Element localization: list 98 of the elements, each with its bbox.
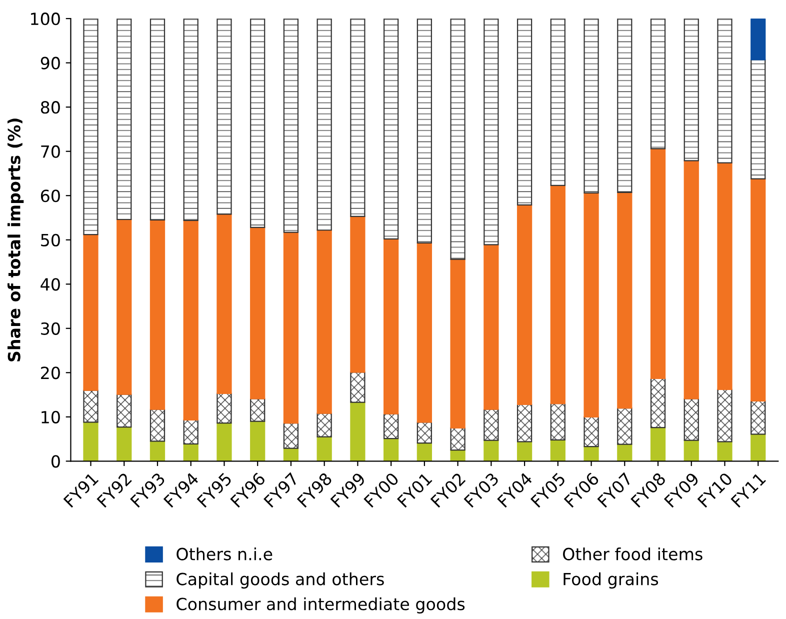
bar xyxy=(83,422,98,462)
legend-label: Food grains xyxy=(564,572,658,589)
bar xyxy=(384,438,399,462)
bar xyxy=(650,18,666,150)
bar xyxy=(516,204,532,406)
bar xyxy=(83,234,98,391)
bar xyxy=(116,218,132,395)
bar xyxy=(183,220,198,421)
y-axis-title: Share of total imports (%) xyxy=(8,118,24,362)
y-tick-label: 50 xyxy=(41,234,60,246)
legend-label: Capital goods and others xyxy=(176,572,384,589)
bar xyxy=(584,192,599,418)
bar xyxy=(416,242,432,423)
bar xyxy=(450,427,466,451)
bar xyxy=(516,18,532,206)
bar xyxy=(183,18,198,221)
bar xyxy=(83,18,98,236)
bar xyxy=(316,412,332,438)
bar xyxy=(250,226,266,400)
bar xyxy=(750,400,766,435)
bar xyxy=(150,408,166,442)
y-tick-label: 10 xyxy=(42,410,60,424)
bar xyxy=(116,394,132,428)
bar xyxy=(316,230,332,414)
bar xyxy=(350,18,366,217)
bar xyxy=(116,18,132,220)
bar xyxy=(717,441,732,462)
bar xyxy=(216,422,232,462)
bar xyxy=(650,378,666,428)
y-tick-label: 60 xyxy=(40,190,60,202)
bar xyxy=(150,18,166,220)
bar xyxy=(717,162,732,390)
bar xyxy=(484,18,499,246)
bar xyxy=(283,422,299,449)
bar xyxy=(250,398,266,422)
bar xyxy=(516,441,532,462)
bar xyxy=(283,18,299,233)
legend-label: Others n.i.e xyxy=(176,547,272,560)
bar xyxy=(550,184,566,404)
bar xyxy=(384,238,399,414)
bar xyxy=(684,440,699,462)
bar xyxy=(750,434,766,462)
bar xyxy=(584,446,599,462)
bar xyxy=(384,18,399,240)
bar xyxy=(584,416,599,448)
bar xyxy=(416,422,432,444)
bar xyxy=(717,18,732,164)
bar xyxy=(316,18,332,231)
y-tick-label: 40 xyxy=(40,278,60,291)
bar xyxy=(750,59,766,180)
bar xyxy=(316,436,332,462)
bar xyxy=(550,403,566,440)
bar xyxy=(384,413,399,440)
bar xyxy=(650,426,666,462)
bar xyxy=(416,18,432,244)
y-tick-label: 100 xyxy=(31,12,60,26)
bar xyxy=(216,18,232,215)
bar xyxy=(484,408,499,441)
bar xyxy=(416,442,432,462)
bar xyxy=(450,18,466,260)
bar xyxy=(450,258,466,429)
bar xyxy=(250,18,266,228)
bar xyxy=(584,18,599,194)
bar xyxy=(650,148,666,379)
bar xyxy=(617,407,632,445)
bar xyxy=(550,439,566,462)
bar xyxy=(116,426,132,462)
legend-label: Consumer and intermediate goods xyxy=(176,597,465,614)
bar xyxy=(750,18,766,60)
bar xyxy=(717,388,732,442)
bar xyxy=(550,18,566,186)
bar xyxy=(150,440,166,462)
bar xyxy=(684,160,699,400)
bar xyxy=(617,192,632,409)
bar xyxy=(150,219,166,410)
bar xyxy=(183,419,198,444)
bar xyxy=(350,372,366,403)
bar xyxy=(283,232,299,424)
bar xyxy=(684,18,699,162)
bar xyxy=(216,214,232,394)
y-tick-label: 70 xyxy=(41,145,60,158)
bar xyxy=(83,390,98,423)
y-tick-label: 90 xyxy=(40,56,60,70)
bar xyxy=(684,398,699,441)
bar xyxy=(250,420,266,462)
bar xyxy=(516,404,532,442)
bar xyxy=(350,402,366,462)
legend-label: Other food items xyxy=(563,547,702,560)
y-tick-label: 0 xyxy=(52,455,60,468)
bar xyxy=(750,178,766,402)
bar xyxy=(216,392,232,424)
bar xyxy=(350,216,366,373)
y-tick-label: 80 xyxy=(40,101,60,114)
y-tick-label: 20 xyxy=(41,366,60,380)
bar xyxy=(484,440,499,462)
y-tick-label: 30 xyxy=(41,322,60,335)
bar xyxy=(484,244,499,410)
bar xyxy=(617,18,632,194)
